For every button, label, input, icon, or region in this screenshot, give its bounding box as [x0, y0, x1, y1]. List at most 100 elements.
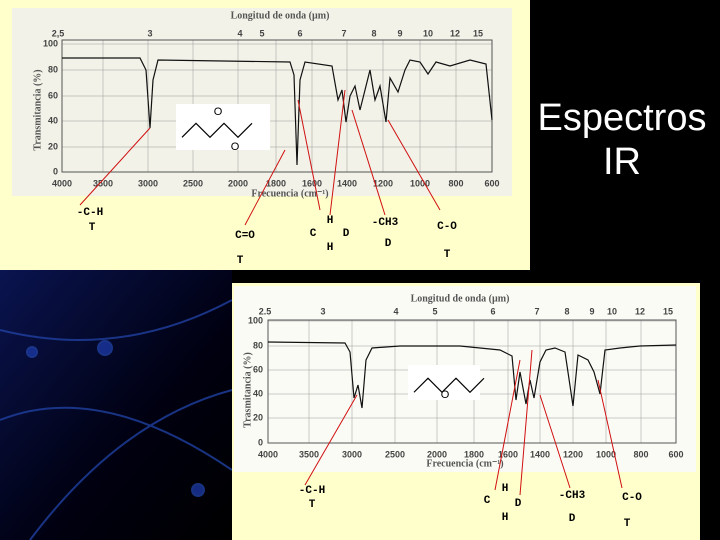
frequency-tick: 1600 [498, 449, 518, 459]
y-tick: 0 [258, 437, 263, 447]
wavelength-tick: 4 [237, 28, 242, 38]
frequency-tick: 600 [484, 178, 499, 188]
vibration-annotation: H [327, 215, 334, 227]
frequency-tick: 3500 [299, 449, 319, 459]
decor-curves [0, 299, 233, 540]
wavelength-tick: 7 [534, 306, 539, 316]
wavelength-tick: 12 [635, 306, 645, 316]
pointer-line [387, 119, 441, 211]
y-axis-label: Transmitancia (%) [32, 69, 43, 150]
pointer-line [329, 89, 346, 216]
pointer-line [597, 379, 623, 489]
wavelength-tick: 10 [607, 306, 617, 316]
vibration-annotation: H [327, 242, 334, 254]
wavelength-label: Longitud de onda (µm) [411, 293, 510, 304]
wavelength-tick: 4 [393, 306, 398, 316]
y-tick: 20 [48, 141, 58, 151]
frequency-tick: 2500 [385, 449, 405, 459]
vibration-annotation: T [237, 255, 244, 267]
wavelength-tick: 5 [432, 306, 437, 316]
plot-frame [61, 39, 493, 173]
molecule-box [176, 104, 270, 150]
frequency-tick: 4000 [258, 449, 278, 459]
frequency-label: Frecuencia (cm⁻¹) [426, 458, 503, 469]
frequency-tick: 1600 [302, 178, 322, 188]
vibration-annotation: D [385, 238, 392, 250]
vibration-annotation: C=O [235, 230, 255, 242]
vibration-annotation: -C-H [299, 485, 325, 497]
vibration-annotation: -C-H [77, 207, 103, 219]
pointer-line [304, 394, 358, 486]
frequency-tick: 1800 [266, 178, 286, 188]
wavelength-tick: 12 [450, 28, 460, 38]
vibration-annotation: T [444, 249, 451, 261]
vibration-annotation: D [343, 228, 350, 240]
frequency-tick: 3000 [138, 178, 158, 188]
spectrum-trace [267, 341, 677, 409]
y-tick: 60 [48, 90, 58, 100]
vibration-annotation: T [624, 518, 631, 530]
y-tick: 80 [253, 340, 263, 350]
vibration-annotation: -CH3 [372, 217, 399, 229]
frequency-tick: 4000 [52, 178, 72, 188]
wavelength-tick: 9 [397, 28, 402, 38]
frequency-tick: 800 [448, 178, 463, 188]
frequency-tick: 1800 [464, 449, 484, 459]
frequency-tick: 800 [633, 449, 648, 459]
spectrum-trace [62, 57, 493, 166]
atom-label: O [231, 141, 240, 153]
vibration-annotation: D [515, 498, 522, 510]
vibration-annotation: -CH3 [559, 490, 586, 502]
y-tick: 100 [43, 38, 58, 48]
wavelength-tick: 3 [320, 306, 325, 316]
pointer-line [297, 99, 321, 211]
wavelength-tick: 8 [564, 306, 569, 316]
wavelength-tick: 9 [589, 306, 594, 316]
atom-label: O [441, 389, 450, 401]
molecule-skeleton [181, 122, 253, 139]
y-axis-label: Trasmitancia (%) [242, 352, 253, 428]
pointer-line [244, 149, 286, 226]
wavelength-tick: 10 [423, 28, 433, 38]
wavelength-tick: 6 [297, 28, 302, 38]
frequency-tick: 1200 [373, 178, 393, 188]
frequency-label: Frecuencia (cm⁻¹) [251, 188, 328, 199]
wavelength-tick: 7 [341, 28, 346, 38]
wavelength-tick: 8 [371, 28, 376, 38]
vibration-annotation: H [502, 483, 509, 495]
frequency-tick: 1400 [337, 178, 357, 188]
vibration-annotation: H [502, 512, 509, 524]
wavelength-tick: 15 [473, 28, 483, 38]
background-decor [0, 270, 232, 540]
vibration-annotation: C-O [437, 221, 457, 233]
pointer-line [79, 127, 151, 206]
frequency-tick: 1000 [410, 178, 430, 188]
vibration-annotation: D [569, 513, 576, 525]
vibration-annotation: C [484, 495, 491, 507]
wavelength-label: Longitud de onda (µm) [231, 10, 330, 21]
title-line: Espectros IR [538, 97, 707, 183]
vibration-annotation: T [309, 499, 316, 511]
vibration-annotation: C [310, 228, 317, 240]
frequency-tick: 3500 [93, 178, 113, 188]
y-tick: 100 [248, 315, 263, 325]
frequency-tick: 2000 [427, 449, 447, 459]
y-tick: 20 [253, 412, 263, 422]
y-tick: 40 [48, 115, 58, 125]
pointer-line [519, 349, 533, 496]
wavelength-tick: 5 [259, 28, 264, 38]
spectrum-image [12, 8, 512, 196]
pointer-line [539, 394, 571, 489]
vibration-annotation: T [89, 222, 96, 234]
wavelength-tick: 3 [147, 28, 152, 38]
molecule-box [408, 365, 480, 400]
y-tick: 80 [48, 64, 58, 74]
wavelength-tick: 2,5 [52, 28, 65, 38]
frequency-tick: 1000 [596, 449, 616, 459]
frequency-tick: 2500 [183, 178, 203, 188]
wavelength-tick: 2.5 [259, 306, 272, 316]
y-tick: 40 [253, 388, 263, 398]
frequency-tick: 3000 [342, 449, 362, 459]
wavelength-tick: 15 [663, 306, 673, 316]
frequency-tick: 1400 [530, 449, 550, 459]
